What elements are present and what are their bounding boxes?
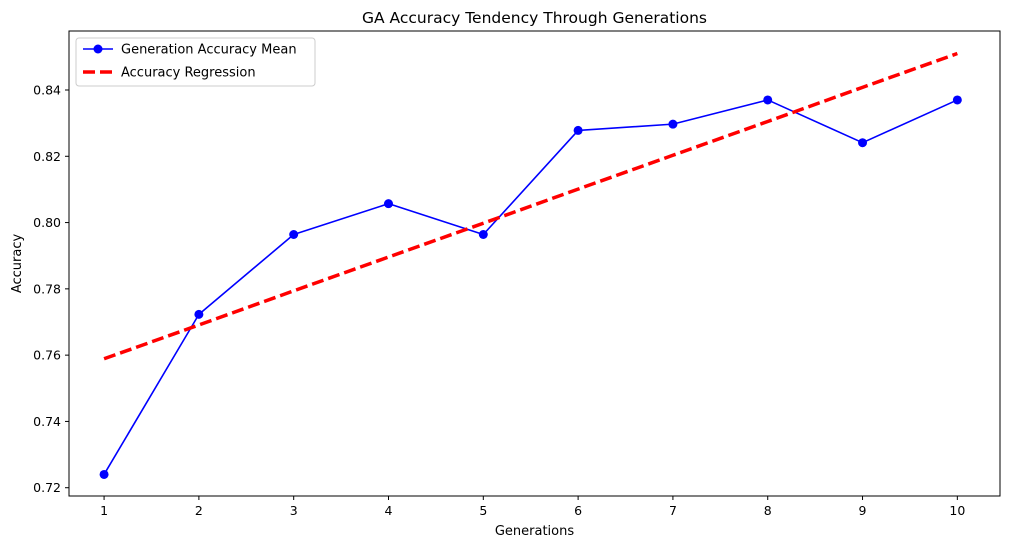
data-point [763, 95, 773, 105]
legend-label-mean: Generation Accuracy Mean [121, 43, 297, 58]
plot-frame [68, 30, 1001, 497]
data-point [952, 95, 962, 105]
y-tick-label: 0.84 [33, 82, 61, 97]
y-axis: 0.72 0.74 0.76 0.78 0.80 0.82 0.84 [33, 82, 69, 495]
x-axis-label: Generations [495, 524, 575, 539]
x-tick-label: 10 [949, 503, 965, 518]
data-point [478, 229, 488, 239]
y-tick-label: 0.72 [33, 480, 61, 495]
data-point [289, 229, 299, 239]
legend-label-regression: Accuracy Regression [121, 66, 256, 81]
x-tick-label: 3 [290, 503, 298, 518]
x-axis: 1 2 3 4 5 6 7 8 9 10 [100, 496, 965, 518]
legend-marker-mean [93, 44, 103, 54]
y-tick-label: 0.80 [33, 215, 61, 230]
x-tick-label: 7 [669, 503, 677, 518]
data-point [383, 199, 393, 209]
y-tick-label: 0.78 [33, 281, 61, 296]
x-tick-label: 4 [385, 503, 393, 518]
x-tick-label: 5 [479, 503, 487, 518]
data-point [573, 125, 583, 135]
x-tick-label: 1 [100, 503, 108, 518]
chart-title: GA Accuracy Tendency Through Generations [362, 9, 707, 27]
legend-box [75, 37, 316, 87]
data-point [194, 309, 204, 319]
x-tick-label: 9 [859, 503, 867, 518]
legend: Generation Accuracy Mean Accuracy Regres… [75, 37, 316, 87]
y-tick-label: 0.76 [33, 348, 61, 363]
x-tick-label: 8 [764, 503, 772, 518]
x-tick-label: 6 [574, 503, 582, 518]
y-axis-label: Accuracy [10, 234, 25, 294]
data-point [99, 469, 109, 479]
data-point [858, 138, 868, 148]
data-point [668, 119, 678, 129]
series-line-mean [103, 99, 958, 475]
y-tick-label: 0.74 [33, 414, 61, 429]
y-tick-label: 0.82 [33, 149, 61, 164]
plot-content [99, 51, 962, 479]
series-line-regression [103, 51, 958, 361]
x-tick-label: 2 [195, 503, 203, 518]
